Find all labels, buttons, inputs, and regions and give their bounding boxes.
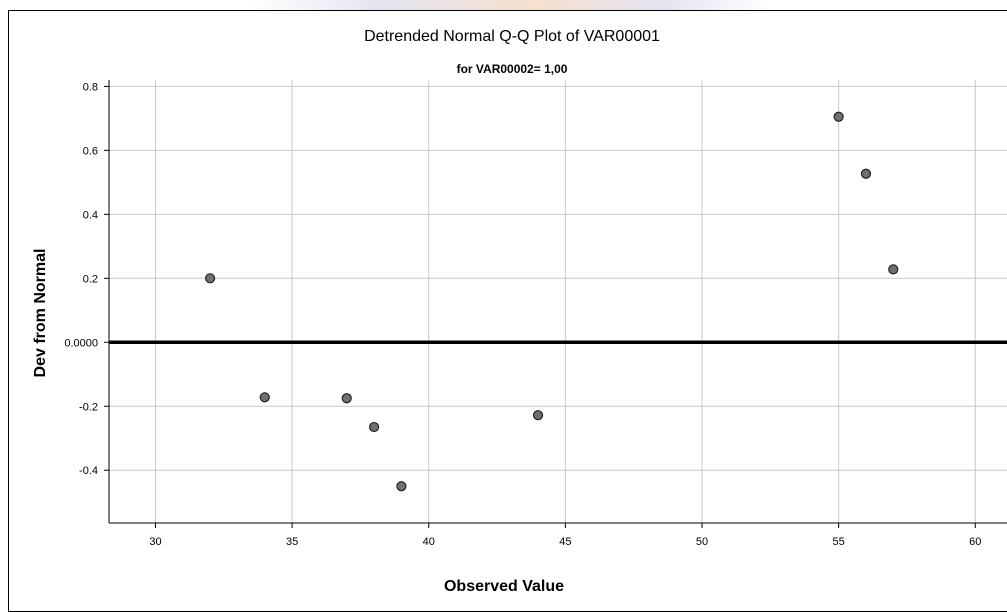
x-axis-label: Observed Value	[444, 578, 564, 595]
data-point	[888, 264, 899, 275]
x-tick-label: 60	[969, 536, 981, 548]
x-tick-label: 50	[696, 536, 708, 548]
x-tick-label: 40	[423, 536, 435, 548]
qq-plot-svg: Detrended Normal Q-Q Plot of VAR00001 fo…	[32, 28, 1007, 595]
y-axis-label: Dev from Normal	[32, 249, 49, 378]
data-point	[532, 410, 544, 421]
chart-frame: Detrended Normal Q-Q Plot of VAR00001 fo…	[8, 10, 1007, 612]
x-tick-label: 45	[559, 536, 571, 548]
chart-subtitle: for VAR00002= 1,00	[457, 62, 568, 76]
chart-title: Detrended Normal Q-Q Plot of VAR00001	[364, 28, 660, 45]
y-tick-label: 0.0000	[64, 337, 98, 349]
data-point	[368, 421, 380, 433]
y-tick-label: -0.2	[79, 401, 98, 413]
data-points	[205, 111, 899, 492]
data-point	[860, 168, 872, 179]
data-point	[259, 392, 270, 403]
y-tick-label: -0.4	[79, 465, 98, 477]
x-tick-label: 35	[286, 536, 298, 548]
gridlines	[109, 80, 1007, 523]
data-point	[205, 273, 216, 284]
y-tick-label: 0.4	[83, 209, 98, 221]
y-tick-labels: 0.8 0.6 0.4 0.2 0.0000 -0.2 -0.4	[64, 81, 98, 477]
x-tick-label: 30	[149, 536, 161, 548]
y-tick-label: 0.8	[83, 81, 98, 93]
data-point	[833, 111, 844, 122]
data-point	[341, 393, 352, 404]
y-tick-label: 0.6	[83, 145, 98, 157]
x-tick-labels: 30 35 40 45 50 55 60	[149, 536, 981, 548]
x-tick-label: 55	[833, 536, 845, 548]
y-tick-label: 0.2	[83, 273, 98, 285]
data-point	[396, 481, 407, 492]
axes	[104, 80, 1007, 528]
watermark-banner	[250, 0, 770, 12]
